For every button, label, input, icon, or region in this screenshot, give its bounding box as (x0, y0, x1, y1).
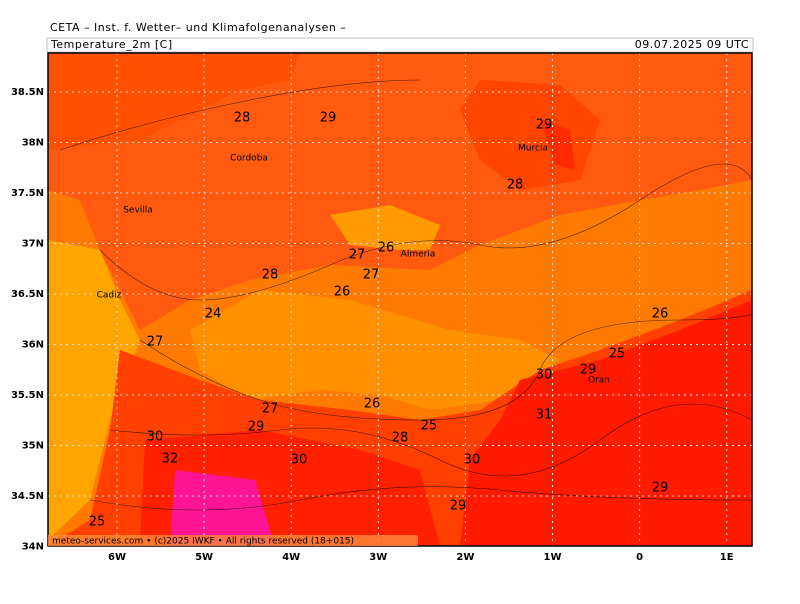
contour-label: 26 (378, 241, 395, 256)
contour-label: 29 (536, 118, 553, 133)
contour-label: 29 (320, 111, 337, 126)
contour-label: 32 (162, 452, 179, 467)
lat-label: 36N (22, 340, 44, 351)
lat-label: 38N (22, 138, 44, 149)
place-label: Almeria (401, 250, 436, 260)
contour-label: 28 (262, 268, 279, 283)
lat-label: 34N (22, 542, 44, 553)
contour-label: 29 (450, 499, 467, 514)
lon-label: 6W (108, 552, 126, 563)
contour-label: 29 (248, 420, 265, 435)
contour-label: 30 (536, 368, 553, 383)
footer-bg (48, 535, 418, 546)
contour-label: 30 (147, 430, 164, 445)
lat-label: 37N (22, 239, 44, 250)
contour-label: 25 (609, 347, 626, 362)
footer: meteo-services.com • (c)2025 IWKF • All … (52, 537, 354, 547)
lon-label: 4W (282, 552, 300, 563)
contour-label: 31 (536, 408, 553, 423)
contour-label: 30 (291, 453, 308, 468)
header-bar (46, 37, 754, 53)
contour-label: 30 (464, 453, 481, 468)
place-label: Cordoba (230, 154, 268, 164)
lat-label: 36.5N (11, 289, 44, 300)
place-label: Murcia (518, 144, 548, 154)
lon-label: 2W (456, 552, 474, 563)
contour-label: 28 (234, 111, 251, 126)
lat-label: 35N (22, 441, 44, 452)
lon-label: 3W (369, 552, 387, 563)
contour-label: 26 (364, 397, 381, 412)
contour-label: 25 (421, 419, 438, 434)
valid-time: 09.07.2025 09 UTC (635, 38, 749, 51)
lon-label: 1W (544, 552, 562, 563)
lon-label: 0 (636, 552, 643, 563)
title: CETA – Inst. f. Wetter– und Klimafolgena… (50, 21, 346, 34)
contour-label: 27 (349, 248, 366, 263)
contour-label: 27 (363, 268, 380, 283)
contour-label: 27 (147, 335, 164, 350)
place-label: Sevilla (123, 206, 153, 216)
lon-label: 5W (195, 552, 213, 563)
temperature-field (48, 53, 752, 546)
lon-label: 1E (720, 552, 734, 563)
place-label: Cadiz (97, 291, 122, 301)
lat-label: 35.5N (11, 390, 44, 401)
lat-label: 38.5N (11, 87, 44, 98)
graticule (48, 53, 752, 546)
contour-label: 26 (652, 307, 669, 322)
contour-label: 24 (205, 307, 222, 322)
contour-label: 28 (392, 431, 409, 446)
contour-label: 27 (262, 402, 279, 417)
contour-label: 28 (507, 178, 524, 193)
contour-label: 29 (652, 481, 669, 496)
field-name: Temperature_2m [C] (50, 38, 173, 51)
lat-label: 37.5N (11, 188, 44, 199)
contour-label: 25 (89, 515, 106, 530)
contour-label: 26 (334, 285, 351, 300)
place-label: Oran (588, 376, 610, 386)
lat-label: 34.5N (11, 491, 44, 502)
contour-label: 29 (580, 363, 597, 378)
